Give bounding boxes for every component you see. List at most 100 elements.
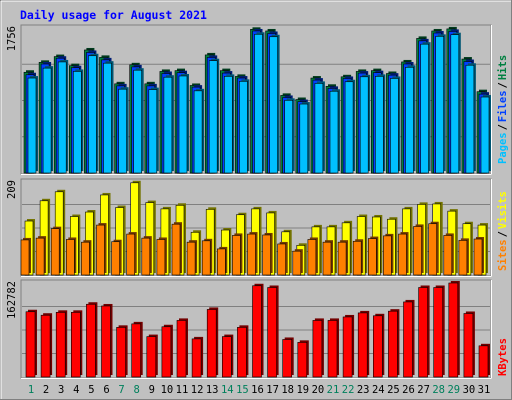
pages-bar <box>359 74 371 174</box>
kbytes-bar <box>357 310 370 378</box>
sites-bar <box>96 223 107 276</box>
kbytes-bar <box>146 334 158 378</box>
sites-bar <box>367 236 379 276</box>
legend-slash-1: / <box>497 124 509 130</box>
visits-ymax-label: 209 <box>6 180 18 199</box>
kbytes-bar <box>71 310 83 378</box>
sites-bar <box>232 233 243 276</box>
pages-bar <box>390 76 401 174</box>
day-label: 21 <box>327 384 340 396</box>
sites-bar <box>247 232 258 276</box>
sites-bar <box>171 222 182 276</box>
kbytes-bar <box>418 285 430 378</box>
pages-bar <box>239 79 250 174</box>
legend-slash-2: / <box>497 82 509 88</box>
sites-bar <box>20 237 31 276</box>
legend-slash-3: / <box>497 231 509 237</box>
sites-bar <box>413 224 424 276</box>
sites-bar <box>383 233 394 276</box>
kbytes-bar <box>342 314 355 378</box>
day-labels: 1 2 3 4 5 6 7 8 9 10 11 12 13 14 15 16 17 18 19 20 21 22 23 24 2… <box>28 384 490 396</box>
sites-bar <box>473 237 484 276</box>
pages-bar <box>163 75 174 174</box>
pages-bar <box>405 65 416 174</box>
day-label: 11 <box>176 384 189 396</box>
sites-bar <box>81 240 92 276</box>
kbytes-bar <box>267 285 279 378</box>
pages-bar <box>133 68 144 174</box>
day-label: 1 <box>28 384 34 396</box>
legend-files: Files <box>497 90 509 122</box>
legend-visits: Visits <box>497 191 509 229</box>
kbytes-bar <box>372 313 385 378</box>
sites-bar <box>141 236 152 276</box>
pages-bar <box>118 87 129 174</box>
day-label: 6 <box>103 384 109 396</box>
pages-bar <box>465 63 476 174</box>
kbytes-bar <box>101 303 113 378</box>
pages-bar <box>480 95 491 174</box>
pages-bar <box>208 58 220 174</box>
sites-bar <box>201 238 213 276</box>
pages-bar <box>27 76 38 174</box>
pages-bar <box>374 74 386 174</box>
kbytes-bar <box>206 307 219 378</box>
pages-bar <box>344 79 356 174</box>
kbytes-bar <box>312 318 324 378</box>
day-label: 4 <box>73 384 79 396</box>
day-label: 13 <box>206 384 219 396</box>
kbytes-bar <box>252 283 264 378</box>
kbytes-bar <box>478 343 490 378</box>
day-label: 10 <box>161 384 174 396</box>
kbytes-bar <box>448 281 460 378</box>
sites-bar <box>322 240 333 276</box>
chart-title: Daily usage for August 2021 <box>20 8 207 22</box>
day-label: 3 <box>58 384 64 396</box>
legend-sites-visits: Sites / Visits <box>497 191 509 271</box>
sites-bar <box>307 237 318 276</box>
day-label: 27 <box>417 384 430 396</box>
day-label: 14 <box>221 384 234 396</box>
legend-kbytes-label: KBytes <box>497 338 509 376</box>
day-label: 2 <box>43 384 49 396</box>
kbytes-bar <box>131 321 143 378</box>
pages-bar <box>42 66 54 174</box>
kbytes-bar <box>116 325 128 378</box>
kbytes-bar <box>297 340 309 378</box>
hits-files-pages-bars <box>23 26 491 174</box>
kbytes-bar <box>237 325 249 378</box>
sites-bar <box>458 238 469 276</box>
pages-bar <box>284 98 295 174</box>
sites-bar <box>428 221 439 276</box>
sites-bar <box>337 240 349 276</box>
kbytes-bar <box>86 302 98 378</box>
day-label: 25 <box>387 384 400 396</box>
kbytes-bars <box>25 281 490 378</box>
day-label: 23 <box>357 384 370 396</box>
sites-bar <box>352 239 364 276</box>
day-label: 15 <box>236 384 249 396</box>
legend-hits: Hits <box>497 55 509 80</box>
day-label: 18 <box>281 384 294 396</box>
day-label: 7 <box>118 384 124 396</box>
kbytes-bar <box>327 318 339 378</box>
sites-bar <box>292 249 303 276</box>
pages-bar <box>88 53 99 174</box>
day-label: 31 <box>478 384 491 396</box>
sites-bar <box>111 239 122 276</box>
sites-bar <box>398 232 409 276</box>
sites-bar <box>50 226 62 276</box>
legend-pages: Pages <box>497 132 509 164</box>
day-label: 19 <box>296 384 309 396</box>
day-label: 22 <box>342 384 355 396</box>
day-label: 24 <box>372 384 385 396</box>
sites-bar <box>35 236 47 276</box>
pages-bar <box>193 88 205 174</box>
pages-bar <box>103 61 114 174</box>
pages-bar <box>178 73 189 174</box>
sites-bar <box>156 237 167 276</box>
sites-bar <box>262 232 273 276</box>
day-label: 5 <box>88 384 94 396</box>
legend-hits-files-pages: Pages / Files / Hits <box>497 55 509 164</box>
